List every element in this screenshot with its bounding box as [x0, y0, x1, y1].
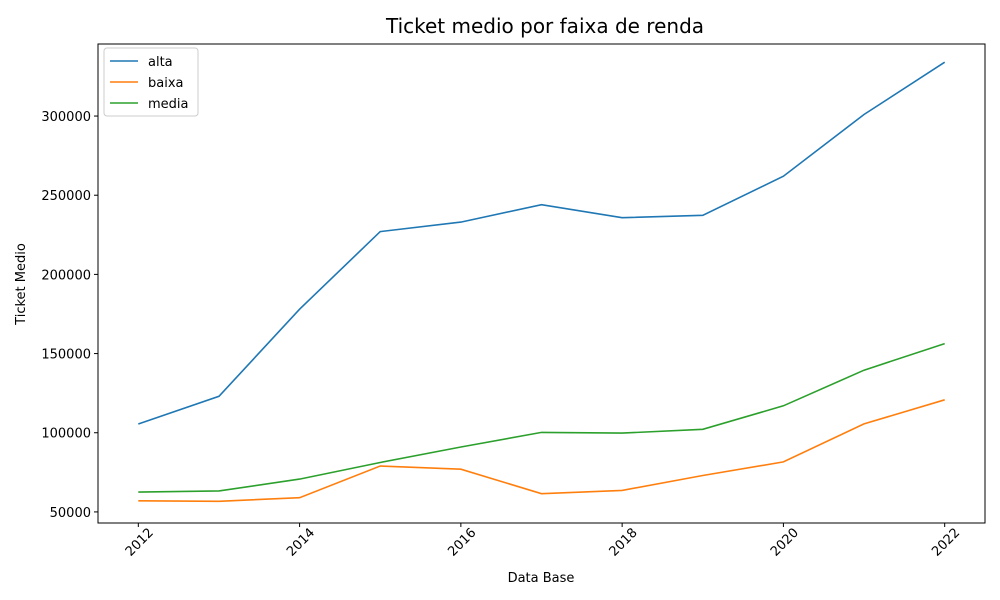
y-tick-label: 200000 [41, 268, 91, 283]
y-tick-label: 150000 [41, 348, 91, 363]
legend-label-baixa: baixa [148, 76, 184, 91]
x-tick-label: 2018 [607, 526, 641, 560]
y-tick-label: 50000 [50, 506, 91, 521]
series-line-alta [138, 61, 946, 425]
y-axis: 50000 100000 150000 200000 250000 300000 [41, 110, 98, 521]
x-tick-label: 2012 [123, 526, 157, 560]
legend-box [103, 47, 199, 117]
plot-frame [97, 43, 986, 524]
legend-label-media: media [148, 97, 189, 112]
x-tick-label: 2016 [445, 526, 479, 560]
y-tick-label: 100000 [41, 427, 91, 442]
y-tick-label: 250000 [41, 189, 91, 204]
x-tick-label: 2014 [284, 526, 318, 560]
y-tick-label: 300000 [41, 110, 91, 125]
series-line-media [138, 342, 945, 493]
chart-title: Ticket medio por faixa de renda [385, 14, 704, 38]
y-axis-label: Ticket Medio [14, 243, 29, 326]
x-tick-label: 2020 [768, 526, 802, 560]
legend-label-alta: alta [148, 55, 173, 70]
x-axis-label: Data Base [508, 571, 575, 586]
legend: alta baixa media [103, 47, 199, 117]
x-axis: 2012 2014 2016 2018 2020 2022 [123, 523, 963, 560]
x-tick-label: 2022 [929, 526, 963, 560]
series-line-baixa [138, 399, 945, 503]
plot-area [138, 61, 946, 503]
